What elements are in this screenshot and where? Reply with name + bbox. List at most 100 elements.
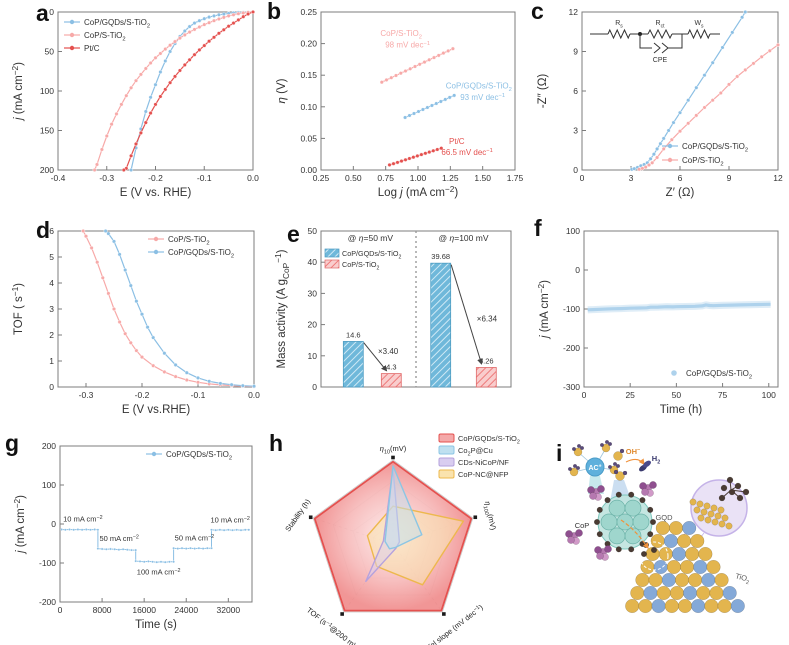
svg-text:CoP/GQDs/S-TiO2​: CoP/GQDs/S-TiO2​ (84, 18, 150, 30)
panel-d: d -0.3 -0.2 -0.1 0.0 0 1 2 3 4 5 6 E (V vs.RHE) TOF … (0, 215, 263, 430)
svg-text:Mass activity (A gCoP​−1​): Mass activity (A gCoP​−1​) (273, 249, 291, 368)
svg-text:CoP: CoP (575, 521, 590, 530)
svg-text:@ η=50 mV: @ η=50 mV (348, 233, 394, 243)
panel-letter-e: e (287, 221, 300, 247)
svg-text:50: 50 (672, 390, 682, 400)
svg-text:CoP/GQDs/S-TiO2​: CoP/GQDs/S-TiO2​ (166, 450, 232, 462)
svg-text:Z′ (Ω): Z′ (Ω) (666, 187, 695, 199)
svg-text:40: 40 (308, 257, 318, 267)
svg-text:0.25: 0.25 (300, 7, 317, 17)
svg-text:0.0: 0.0 (247, 173, 259, 183)
svg-text:-100: -100 (563, 304, 580, 314)
svg-text:98 mV dec−1​: 98 mV dec−1​ (385, 40, 430, 49)
svg-text:50: 50 (308, 226, 318, 236)
svg-text:0.50: 0.50 (345, 173, 362, 183)
svg-text:10 mA cm−2​: 10 mA cm−2​ (210, 515, 250, 524)
svg-text:Time (s): Time (s) (135, 619, 177, 631)
svg-text:150: 150 (40, 126, 54, 136)
svg-text:j (mA cm−2​): j (mA cm−2​) (536, 280, 551, 340)
svg-text:0.0: 0.0 (248, 390, 260, 400)
svg-text:32000: 32000 (217, 605, 241, 615)
svg-text:0: 0 (49, 7, 54, 17)
svg-text:5: 5 (49, 252, 54, 262)
svg-text:50 mA cm−2​: 50 mA cm−2​ (175, 533, 215, 542)
svg-text:9: 9 (727, 173, 732, 183)
svg-text:CPE: CPE (653, 57, 668, 64)
svg-text:-0.4: -0.4 (51, 173, 66, 183)
svg-text:0.20: 0.20 (300, 39, 317, 49)
panel-g: g 0 8000 16000 24000 32000 -200 -100 0 100 200 Tim… (0, 430, 263, 645)
svg-text:CoP/GQDs/S-TiO2​: CoP/GQDs/S-TiO2​ (342, 249, 401, 260)
svg-text:η (V): η (V) (276, 78, 288, 103)
svg-text:Log j (mA cm−2​): Log j (mA cm−2​) (378, 184, 459, 199)
panel-b-tafel-chart: 0.25 0.50 0.75 1.00 1.25 1.50 1.75 0.00 0.05 0.10… (276, 7, 524, 199)
svg-text:-0.3: -0.3 (79, 390, 94, 400)
svg-text:100: 100 (42, 480, 56, 490)
svg-text:CoP/S-TiO2​: CoP/S-TiO2​ (342, 260, 379, 271)
panel-a-lsv-chart: -0.4 -0.3 -0.2 -0.1 0.0 0 50 100 150 200 E (V vs. … (10, 7, 259, 199)
svg-text:100: 100 (566, 226, 580, 236)
svg-text:1.75: 1.75 (507, 173, 524, 183)
svg-text:-Z″ (Ω): -Z″ (Ω) (537, 74, 549, 109)
panel-i-mechanism-schematic: AC+​ OH−​ H2​ CoP GQD TiO2​ (565, 439, 751, 614)
svg-text:0: 0 (580, 173, 585, 183)
svg-text:20: 20 (308, 320, 318, 330)
panel-e-mass-activity-chart: 0 10 20 30 40 50 Mass activity (A gCoP​−1​) @ η… (273, 226, 512, 392)
panel-h-radar-chart: η10​(mV)η100​(mV)Tafel slope (mV dec−1​)… (283, 433, 520, 645)
svg-text:66.5 mV dec−1​: 66.5 mV dec−1​ (441, 148, 493, 157)
svg-text:Pt/C: Pt/C (84, 44, 100, 53)
svg-text:Pt/C: Pt/C (449, 137, 465, 146)
svg-text:24000: 24000 (174, 605, 198, 615)
svg-text:0.05: 0.05 (300, 133, 317, 143)
svg-text:-0.3: -0.3 (99, 173, 114, 183)
svg-text:12: 12 (569, 7, 579, 17)
svg-text:CoP/S-TiO2​: CoP/S-TiO2​ (84, 31, 126, 43)
svg-text:-100: -100 (39, 558, 56, 568)
svg-text:Time (h): Time (h) (660, 404, 703, 416)
svg-text:75: 75 (718, 390, 728, 400)
svg-text:0: 0 (573, 165, 578, 175)
svg-text:6: 6 (49, 226, 54, 236)
svg-text:10: 10 (308, 351, 318, 361)
svg-text:4.3: 4.3 (386, 363, 396, 372)
svg-text:9: 9 (573, 47, 578, 57)
svg-text:100 mA cm−2​: 100 mA cm−2​ (137, 568, 181, 577)
panel-letter-b: b (267, 0, 282, 24)
panel-b: b 0.25 0.50 0.75 1.00 1.25 1.50 1.75 0.00 0.05 0.… (263, 0, 526, 215)
svg-text:1.50: 1.50 (474, 173, 491, 183)
svg-text:-200: -200 (563, 343, 580, 353)
svg-text:GQD: GQD (655, 513, 673, 522)
svg-text:-0.2: -0.2 (135, 390, 150, 400)
svg-text:0: 0 (58, 605, 63, 615)
svg-text:6.26: 6.26 (479, 356, 494, 365)
svg-text:14.6: 14.6 (346, 330, 361, 339)
svg-text:1.25: 1.25 (442, 173, 459, 183)
svg-text:50 mA cm−2​: 50 mA cm−2​ (99, 534, 139, 543)
svg-text:200: 200 (40, 165, 54, 175)
svg-text:Rs​: Rs​ (615, 20, 623, 29)
panel-c-nyquist-chart: 0 3 6 9 12 0 3 6 9 12 Z′ (Ω) -Z″ (Ω) CoP/GQDs/S-TiO2… (537, 7, 783, 199)
svg-text:0: 0 (582, 390, 587, 400)
svg-text:4: 4 (49, 278, 54, 288)
panel-f: f 0 25 50 75 100 -300 -200 -100 0 100 Time (h) j (m… (526, 215, 789, 430)
panel-i: i AC+​ OH−​ H2​ CoP GQD TiO2​ (526, 430, 789, 645)
svg-text:CoP/GQDs/S-TiO2​: CoP/GQDs/S-TiO2​ (458, 434, 520, 446)
svg-text:-300: -300 (563, 382, 580, 392)
svg-text:16000: 16000 (132, 605, 156, 615)
svg-text:×3.40: ×3.40 (378, 347, 399, 356)
svg-text:CDs-NiCoP/NF: CDs-NiCoP/NF (458, 458, 509, 467)
svg-text:0: 0 (312, 382, 317, 392)
svg-text:3: 3 (49, 304, 54, 314)
svg-text:E (V vs. RHE): E (V vs. RHE) (120, 187, 192, 199)
svg-text:6: 6 (573, 86, 578, 96)
svg-text:CoP/S-TiO2​: CoP/S-TiO2​ (168, 235, 210, 247)
svg-text:1: 1 (49, 356, 54, 366)
svg-text:25: 25 (625, 390, 635, 400)
svg-text:6: 6 (678, 173, 683, 183)
svg-text:@ η=100 mV: @ η=100 mV (439, 233, 489, 243)
panel-c: c 0 3 6 9 12 0 3 6 9 12 Z′ (Ω) -Z″ (Ω) CoP/GQDs/S-Ti… (526, 0, 789, 215)
svg-text:0: 0 (51, 519, 56, 529)
panel-h: h η10​(mV)η100​(mV)Tafel slope (mV dec−1… (263, 430, 526, 645)
svg-text:-0.2: -0.2 (148, 173, 163, 183)
